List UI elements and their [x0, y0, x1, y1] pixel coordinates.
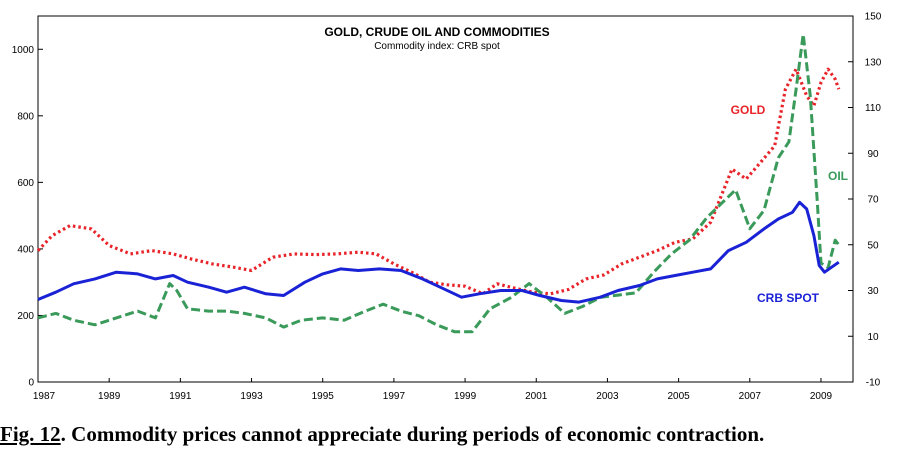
x-tick-label: 1987 [33, 391, 56, 402]
chart-subtitle: Commodity index: CRB spot [374, 41, 500, 52]
figure-caption: Fig. 12. Commodity prices cannot appreci… [0, 422, 900, 447]
x-tick-label: 2009 [810, 391, 833, 402]
x-tick-label: 2001 [525, 391, 548, 402]
x-tick-label: 1997 [383, 391, 406, 402]
x-tick-label: 2007 [739, 391, 762, 402]
left-tick-label: 400 [17, 244, 34, 255]
x-tick-label: 2003 [596, 391, 619, 402]
x-tick-label: 1989 [98, 391, 121, 402]
series-label-gold: GOLD [731, 103, 766, 117]
x-tick-label: 1991 [169, 391, 192, 402]
left-tick-label: 600 [17, 178, 34, 189]
right-tick-label: 110 [865, 103, 881, 114]
x-tick-label: 1995 [312, 391, 335, 402]
figure-reference: Fig. 12 [0, 422, 61, 446]
right-tick-label: 90 [867, 149, 879, 160]
series-line-gold [36, 67, 841, 296]
left-tick-label: 200 [17, 311, 34, 322]
left-tick-label: 0 [28, 378, 34, 389]
x-tick-label: 2005 [667, 391, 690, 402]
right-tick-label: 50 [867, 240, 879, 251]
left-tick-label: 800 [17, 111, 34, 122]
right-tick-label: 150 [865, 12, 882, 23]
right-axis-ticks: -10 10 30 50 70 90 110 130 150 [848, 12, 882, 389]
left-axis-ticks: 0 200 400 600 800 1000 [12, 45, 43, 389]
right-tick-label: 10 [867, 332, 879, 343]
right-tick-label: -10 [866, 378, 881, 389]
x-tick-label: 1993 [240, 391, 263, 402]
series-line-crb-spot [37, 200, 840, 304]
x-tick-label: 1999 [454, 391, 477, 402]
series-lines [36, 32, 841, 334]
series-label-crb-spot: CRB SPOT [757, 291, 820, 305]
right-tick-label: 30 [867, 286, 879, 297]
right-tick-label: 130 [865, 57, 882, 68]
chart-title: GOLD, CRUDE OIL AND COMMODITIES [324, 25, 549, 39]
figure-caption-text: . Commodity prices cannot appreciate dur… [60, 422, 765, 446]
right-tick-label: 70 [867, 195, 879, 206]
left-tick-label: 1000 [12, 45, 35, 56]
series-label-oil: OIL [828, 169, 848, 183]
x-axis-ticks: 1987 1989 1991 1993 1995 1997 1999 2001 2003 2005… [33, 378, 833, 402]
chart: GOLD, CRUDE OIL AND COMMODITIES Commodit… [12, 12, 882, 403]
